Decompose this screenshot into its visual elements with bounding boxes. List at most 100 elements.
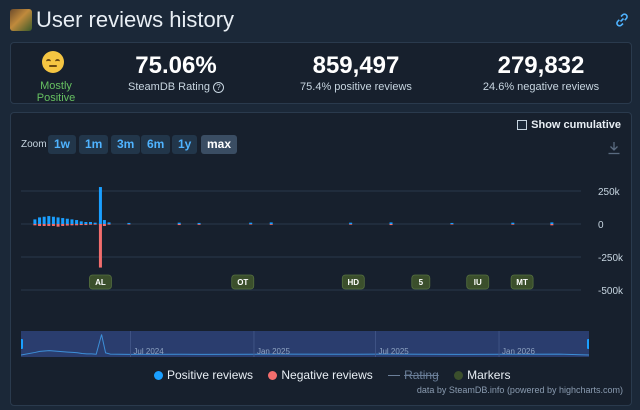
- positive-bar[interactable]: [450, 222, 454, 224]
- positive-bar[interactable]: [61, 218, 65, 224]
- page-title: User reviews history: [36, 7, 235, 32]
- positive-bar[interactable]: [51, 216, 55, 224]
- positive-bar[interactable]: [102, 220, 106, 224]
- negative-bar[interactable]: [84, 224, 88, 226]
- event-marker[interactable]: 5: [411, 274, 431, 290]
- negative-bar[interactable]: [511, 224, 515, 225]
- show-cumulative-toggle[interactable]: Show cumulative: [517, 119, 621, 131]
- svg-text:MT: MT: [516, 278, 528, 287]
- positive-bar[interactable]: [177, 222, 181, 224]
- negative-bar[interactable]: [450, 224, 454, 225]
- navigator-background: [21, 331, 589, 357]
- svg-text:IU: IU: [474, 278, 482, 287]
- negative-bar[interactable]: [51, 224, 55, 226]
- positive-bar[interactable]: [98, 187, 102, 224]
- positive-bar[interactable]: [65, 218, 69, 224]
- negative-bar[interactable]: [98, 224, 102, 268]
- zoom-1y-button[interactable]: 1y: [172, 135, 198, 154]
- event-marker[interactable]: MT: [510, 274, 534, 290]
- positive-bar[interactable]: [93, 222, 97, 224]
- y-tick-label: -500k: [598, 286, 624, 297]
- positive-bar[interactable]: [33, 219, 37, 224]
- zoom-3m-button[interactable]: 3m: [111, 135, 141, 154]
- positive-bar[interactable]: [127, 222, 131, 224]
- legend-rating[interactable]: Rating: [388, 368, 439, 382]
- event-marker[interactable]: HD: [341, 274, 365, 290]
- positive-bar[interactable]: [197, 222, 201, 224]
- negative-bar[interactable]: [38, 224, 42, 226]
- navigator-tick-label: Jan 2026: [502, 347, 535, 356]
- negative-bar[interactable]: [127, 224, 131, 225]
- positive-bar[interactable]: [70, 219, 74, 224]
- negative-bar[interactable]: [550, 224, 554, 226]
- negative-bar[interactable]: [389, 224, 393, 226]
- chart-legend: Positive reviews Negative reviews Rating…: [154, 368, 522, 382]
- rating-value: 75.06%: [135, 52, 217, 79]
- cumulative-checkbox[interactable]: [517, 120, 528, 131]
- negative-dot-icon: [268, 371, 278, 380]
- negative-stat: 279,832 24.6% negative reviews: [466, 43, 616, 103]
- chart-credits[interactable]: data by SteamDB.info (powered by highcha…: [416, 385, 623, 395]
- positive-bar[interactable]: [511, 222, 515, 224]
- negative-bar[interactable]: [107, 224, 111, 225]
- navigator-right-handle[interactable]: [587, 339, 589, 349]
- negative-bar[interactable]: [56, 224, 60, 227]
- negative-bar[interactable]: [61, 224, 65, 226]
- link-icon[interactable]: [614, 12, 630, 28]
- negative-bar[interactable]: [197, 224, 201, 225]
- legend-markers[interactable]: Markers: [454, 368, 510, 382]
- negative-bar[interactable]: [33, 224, 37, 226]
- negative-bar[interactable]: [93, 224, 97, 225]
- negative-bar[interactable]: [79, 224, 83, 226]
- negative-bar[interactable]: [75, 224, 79, 226]
- event-marker[interactable]: AL: [89, 274, 112, 290]
- positive-bar[interactable]: [38, 217, 42, 224]
- positive-bar[interactable]: [79, 221, 83, 224]
- svg-text:OT: OT: [237, 278, 248, 287]
- y-tick-label: -250k: [598, 253, 624, 264]
- negative-bar[interactable]: [89, 224, 93, 225]
- positive-bar[interactable]: [75, 220, 79, 224]
- negative-bar[interactable]: [249, 224, 253, 225]
- zoom-6m-button[interactable]: 6m: [141, 135, 171, 154]
- positive-bar[interactable]: [56, 217, 60, 224]
- negative-bar[interactable]: [42, 224, 46, 226]
- negative-label: 24.6% negative reviews: [482, 81, 600, 93]
- positive-bar[interactable]: [107, 222, 111, 224]
- negative-count: 279,832: [497, 52, 585, 79]
- positive-bar[interactable]: [47, 216, 51, 224]
- help-icon[interactable]: ?: [212, 81, 224, 93]
- negative-bar[interactable]: [65, 224, 69, 226]
- event-marker[interactable]: OT: [231, 274, 255, 290]
- legend-positive[interactable]: Positive reviews: [154, 368, 253, 382]
- positive-bar[interactable]: [550, 222, 554, 224]
- download-icon[interactable]: [607, 141, 621, 155]
- positive-stat: 859,497 75.4% positive reviews: [281, 43, 431, 103]
- event-marker[interactable]: IU: [466, 274, 490, 290]
- positive-count: 859,497: [312, 52, 400, 79]
- y-tick-label: 0: [598, 220, 604, 231]
- negative-bar[interactable]: [349, 224, 353, 225]
- zoom-max-button[interactable]: max: [201, 135, 238, 154]
- positive-bar[interactable]: [389, 222, 393, 224]
- negative-bar[interactable]: [269, 224, 273, 225]
- rating-line-icon: [388, 375, 401, 376]
- negative-bar[interactable]: [177, 224, 181, 226]
- navigator-tick-label: Jan 2025: [257, 347, 290, 356]
- navigator-range-selector[interactable]: Jul 2024 Jan 2025 Jul 2025 Jan 2026: [21, 331, 589, 357]
- positive-bar[interactable]: [42, 216, 46, 224]
- negative-bar[interactable]: [70, 224, 74, 226]
- rating-stat: 75.06% SteamDB Rating?: [111, 43, 241, 103]
- negative-bar[interactable]: [47, 224, 51, 226]
- positive-bar[interactable]: [349, 222, 353, 224]
- legend-negative[interactable]: Negative reviews: [268, 368, 373, 382]
- negative-bar[interactable]: [102, 224, 106, 226]
- navigator-left-handle[interactable]: [21, 339, 23, 349]
- positive-bar[interactable]: [84, 222, 88, 224]
- positive-bar[interactable]: [89, 222, 93, 224]
- zoom-1m-button[interactable]: 1m: [79, 135, 109, 154]
- positive-bar[interactable]: [249, 222, 253, 224]
- zoom-1w-button[interactable]: 1w: [48, 135, 77, 154]
- positive-bar[interactable]: [269, 222, 273, 224]
